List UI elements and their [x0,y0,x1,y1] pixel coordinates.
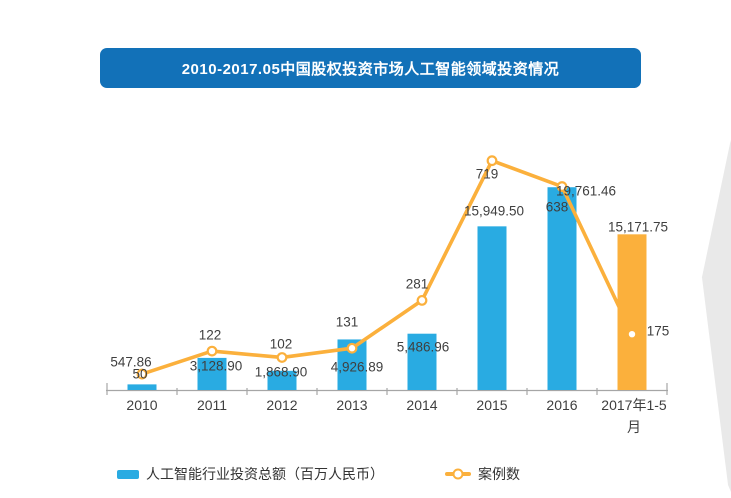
bar-value-label: 1,868.90 [255,365,308,380]
line-value-label: 102 [270,337,293,352]
bar-value-label: 3,128.90 [190,359,243,374]
legend-item-investment: 人工智能行业投资总额（百万人民币） [117,464,384,484]
line-value-label: 638 [546,200,569,215]
line-marker-2012 [276,352,288,363]
x-axis-label: 2011 [197,397,227,413]
line-value-label: 281 [406,277,429,292]
line-value-label: 131 [336,315,359,330]
x-axis-label: 2015 [476,397,507,413]
line-value-label: 122 [199,328,222,343]
line-marker-2016 [556,181,568,192]
legend-label-investment: 人工智能行业投资总额（百万人民币） [146,466,384,482]
line-marker-2015 [486,155,498,167]
line-value-label: 175 [647,324,670,339]
line-marker-2011 [206,345,218,357]
line-marker-2013 [346,342,358,354]
bar-2016 [547,187,577,390]
line-legend-swatch-icon [445,468,471,480]
line-marker-2014 [416,294,428,306]
chart-title-banner: 2010-2017.05中国股权投资市场人工智能领域投资情况 [100,48,641,88]
bar-legend-swatch-icon [117,469,139,479]
bar-2012 [267,370,297,390]
line-marker-2010 [136,368,148,380]
x-axis-label: 2017年1-5 月 [601,397,667,435]
case-count-line [140,158,634,376]
legend-item-cases: 案例数 [445,464,520,484]
bar-value-label: 4,926.89 [331,360,384,375]
x-axis-label: 2014 [406,397,437,413]
bar-value-label: 15,171.75 [608,220,668,235]
chart-title: 2010-2017.05中国股权投资市场人工智能领域投资情况 [181,60,560,78]
bar-2015 [477,226,507,390]
legend-label-cases: 案例数 [478,466,520,482]
bar-value-label: 15,949.50 [464,204,524,219]
line-marker-2017年1-5月 [626,328,638,340]
line-value-label: 50 [132,367,147,382]
x-axis-label: 2012 [266,397,297,413]
line-value-label: 719 [476,167,499,182]
x-axis-label: 2013 [336,397,367,413]
bar-value-label: 5,486.96 [397,340,450,355]
bar-2011 [197,357,227,390]
bar-2010 [127,384,157,390]
line-legend-ring-icon [452,468,464,480]
bar-value-label: 19,761.46 [556,184,616,199]
x-axis-label: 2010 [126,397,157,413]
bar-value-label: 547.86 [110,355,151,370]
x-axis-label: 2016 [546,397,577,413]
bar-2014 [407,333,437,390]
